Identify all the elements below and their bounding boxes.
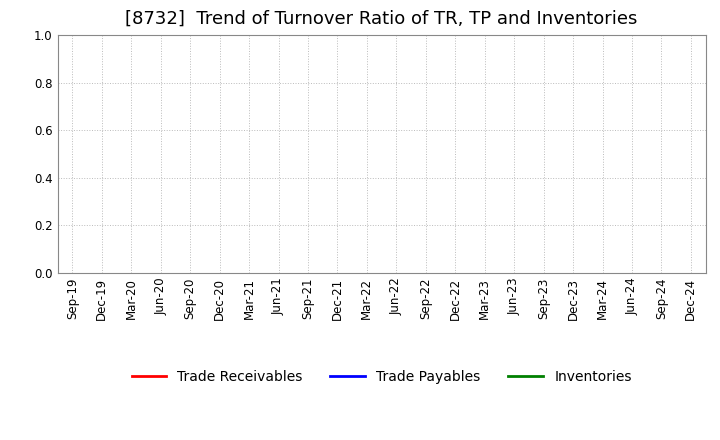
Legend: Trade Receivables, Trade Payables, Inventories: Trade Receivables, Trade Payables, Inven… [126, 364, 637, 389]
Title: [8732]  Trend of Turnover Ratio of TR, TP and Inventories: [8732] Trend of Turnover Ratio of TR, TP… [125, 10, 638, 28]
